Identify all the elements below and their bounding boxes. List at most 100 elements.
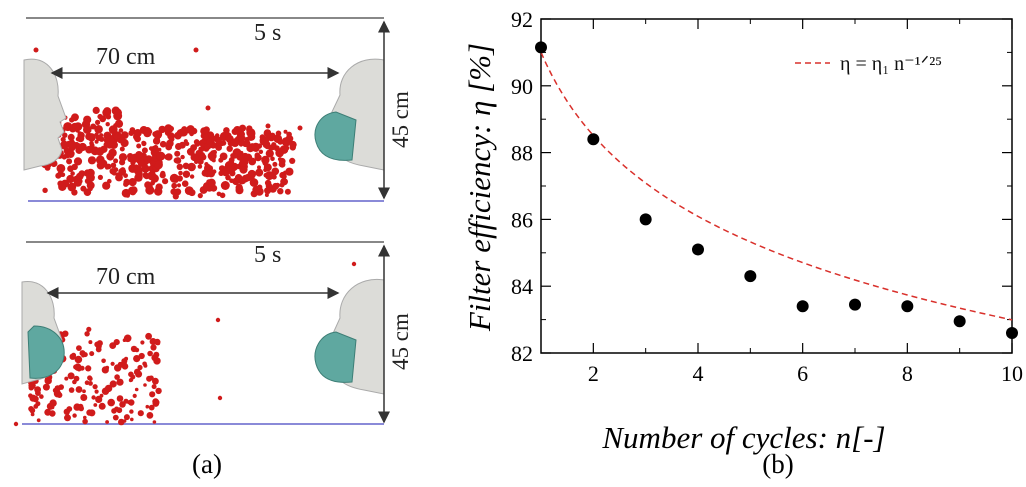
droplet [13,421,19,427]
droplet [49,399,57,407]
droplet [61,154,67,160]
droplet [30,412,35,417]
droplet [238,176,247,185]
droplet [28,393,33,399]
droplet [67,182,77,192]
droplet [84,380,90,386]
droplet [92,106,100,114]
droplet [106,152,115,161]
droplet [204,162,209,167]
droplet [118,128,124,133]
droplet [141,147,148,154]
droplet [92,384,98,390]
droplet [176,183,182,188]
droplet [64,376,69,381]
droplet [137,364,143,371]
droplet [265,123,271,129]
droplet [254,154,262,162]
droplet [132,393,137,398]
droplet [104,134,111,141]
droplet [83,415,87,420]
droplet [137,410,144,417]
droplet [76,345,82,351]
droplet [264,171,274,181]
droplet [277,188,284,195]
droplet [181,127,188,133]
droplet [289,157,296,164]
droplet [68,141,77,150]
droplet [157,147,162,152]
droplet [71,163,78,171]
droplet [168,136,175,143]
droplet [251,142,260,151]
droplet [235,183,243,192]
droplet [95,119,101,125]
droplet [99,133,104,138]
droplet [128,399,135,406]
droplet [218,157,224,163]
droplet [144,181,152,189]
scene-1-time-label: 5 s [254,20,281,46]
droplet [112,414,119,421]
droplet [257,184,263,190]
droplet [150,345,155,349]
droplet [152,377,159,385]
droplet [151,384,157,390]
droplet [147,350,153,357]
scene-2-emitter-mask [27,325,65,379]
data-point [901,300,914,313]
droplet [83,125,92,134]
droplet [264,187,272,195]
droplet [197,164,203,169]
droplet [82,389,86,394]
droplet [271,167,280,176]
droplet [180,154,185,160]
x-tick-label: 2 [588,361,599,386]
chart-legend: η = η₁ n⁻¹ᐟ²⁵ [795,53,942,75]
droplet [129,409,134,414]
legend-fit-label: η = η₁ n⁻¹ᐟ²⁵ [840,53,942,75]
y-tick-label: 88 [511,141,533,166]
droplet [152,420,157,424]
droplet [152,400,160,407]
droplet [220,181,230,190]
droplet [285,167,294,176]
droplet [84,331,90,337]
droplet [351,261,357,267]
droplet [134,135,142,143]
droplet [39,394,44,399]
droplet [188,189,196,197]
droplet [172,193,179,200]
droplet [86,409,93,416]
droplet [56,164,66,173]
x-tick-label: 10 [1001,361,1023,386]
droplet [262,160,268,166]
y-axis-label: Filter efficiency: η [%] [462,43,497,332]
droplet [165,153,173,161]
droplet [183,139,188,144]
scene-1: 70 cm 5 s 45 cm [22,17,413,204]
droplet [149,391,156,398]
droplet [91,395,96,400]
droplet [208,180,214,187]
y-tick-label: 82 [511,341,533,366]
droplet [60,172,66,177]
droplet [68,387,75,393]
droplet [114,340,119,345]
droplet [56,392,63,398]
droplet [110,162,117,169]
droplet [105,140,115,149]
droplet [275,130,282,137]
droplet [60,136,66,143]
droplet [195,150,202,156]
droplet [89,351,95,357]
droplet [103,107,112,115]
droplet [248,157,257,166]
droplet [64,414,71,422]
droplet [186,125,194,134]
droplet [155,183,163,191]
droplet [133,355,141,363]
droplet [297,125,303,131]
droplet [88,381,93,386]
droplet [193,139,200,145]
